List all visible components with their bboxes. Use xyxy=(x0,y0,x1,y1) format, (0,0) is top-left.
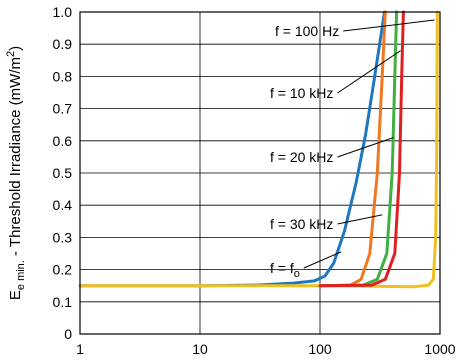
y-tick-label-4: 0.4 xyxy=(53,197,73,213)
y-tick-label-6: 0.6 xyxy=(53,133,73,149)
series-line-0 xyxy=(78,10,386,288)
annotation-label-0: f = 100 Hz xyxy=(275,23,339,39)
tick-labels: 0 0.1 0.2 0.3 0.4 0.5 0.6 0.7 0.8 0.9 1.0 1 10 100 100… xyxy=(53,4,456,357)
annotation-leader-0 xyxy=(343,19,435,32)
x-tick-label-2: 100 xyxy=(308,341,332,357)
annotation-label-2: f = 20 kHz xyxy=(270,149,333,165)
y-axis-label: Ee min. - Threshold Irradiance (mW/m2) xyxy=(5,46,27,300)
annotation-label-1: f = 10 kHz xyxy=(270,85,333,101)
plot-frame xyxy=(79,11,441,335)
annotation-label-3: f = 30 kHz xyxy=(270,216,333,232)
x-tick-label-1: 10 xyxy=(192,341,208,357)
annotation-leader-1 xyxy=(337,50,401,94)
x-tick-label-0: 1 xyxy=(76,341,84,357)
annotations-group: f = 100 Hz f = 10 kHz f = 20 kHz f = 30 kHz… xyxy=(270,19,435,280)
y-tick-label-7: 0.7 xyxy=(53,101,73,117)
y-tick-label-1: 0.1 xyxy=(53,294,73,310)
y-tick-label-0: 0 xyxy=(64,326,72,342)
series-group xyxy=(78,10,439,289)
x-tick-label-3: 1000 xyxy=(424,341,455,357)
y-tick-label-2: 0.2 xyxy=(53,262,73,278)
y-tick-label-8: 0.8 xyxy=(53,68,73,84)
y-tick-label-9: 0.9 xyxy=(53,36,73,52)
annotation-label-4: f = fo xyxy=(270,260,300,280)
series-line-4 xyxy=(318,10,405,288)
annotation-leader-2 xyxy=(337,137,394,158)
annotation-leader-4 xyxy=(303,251,342,269)
y-tick-label-3: 0.3 xyxy=(53,229,73,245)
annotation-leader-3 xyxy=(337,214,383,225)
y-tick-label-10: 1.0 xyxy=(53,4,73,20)
y-tick-label-5: 0.5 xyxy=(53,165,73,181)
